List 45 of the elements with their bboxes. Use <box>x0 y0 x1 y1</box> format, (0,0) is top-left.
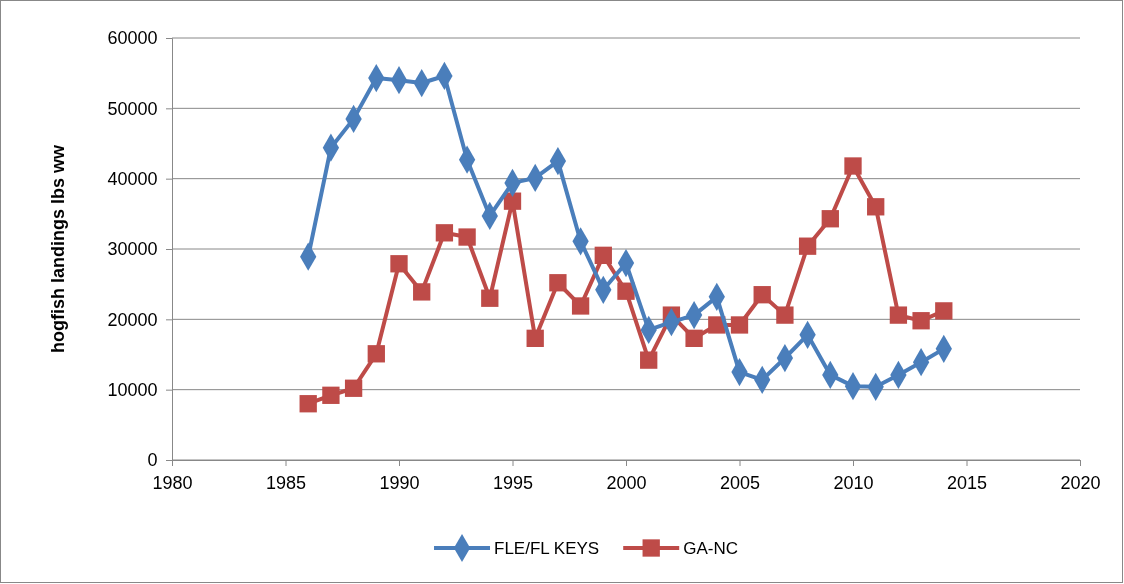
point <box>526 329 544 347</box>
x-tick-label: 2005 <box>719 472 761 493</box>
point <box>571 297 590 315</box>
point <box>299 395 317 413</box>
point <box>617 282 635 300</box>
point <box>640 351 658 369</box>
point <box>413 283 431 301</box>
point <box>322 386 340 404</box>
y-tick-label: 20000 <box>107 309 158 330</box>
point <box>753 286 771 304</box>
x-tick-label: 2020 <box>1060 472 1101 493</box>
y-tick-label: 60000 <box>107 28 158 49</box>
y-tick-label: 10000 <box>107 379 158 400</box>
point <box>730 316 749 334</box>
point <box>844 157 862 175</box>
x-tick-label: 2015 <box>946 472 988 493</box>
y-tick-label: 30000 <box>107 239 158 260</box>
point <box>549 274 567 292</box>
x-tick-label: 2010 <box>833 472 874 493</box>
x-tick-label: 1980 <box>152 472 193 493</box>
point <box>776 306 794 324</box>
point <box>390 255 408 273</box>
point <box>821 210 839 228</box>
x-tick-label: 1990 <box>379 472 420 493</box>
point <box>912 312 930 330</box>
point <box>935 302 953 320</box>
point <box>481 289 499 307</box>
y-tick-label: 50000 <box>107 98 158 119</box>
point <box>344 379 363 397</box>
point <box>685 329 703 347</box>
x-tick-label: 1985 <box>265 472 307 493</box>
y-tick-label: 0 <box>147 450 158 471</box>
y-axis-title: hogfish landings lbs ww <box>48 144 68 354</box>
point <box>594 246 612 264</box>
y-tick-label: 40000 <box>107 168 158 189</box>
point <box>435 224 454 242</box>
point <box>889 306 908 324</box>
point <box>798 237 817 255</box>
legend-label: GA-NC <box>683 538 738 558</box>
point <box>458 228 476 246</box>
legend-label: FLE/FL KEYS <box>494 538 600 558</box>
x-tick-label: 1995 <box>492 472 534 493</box>
point <box>367 345 385 363</box>
x-tick-label: 2000 <box>606 472 647 493</box>
point <box>867 198 885 216</box>
